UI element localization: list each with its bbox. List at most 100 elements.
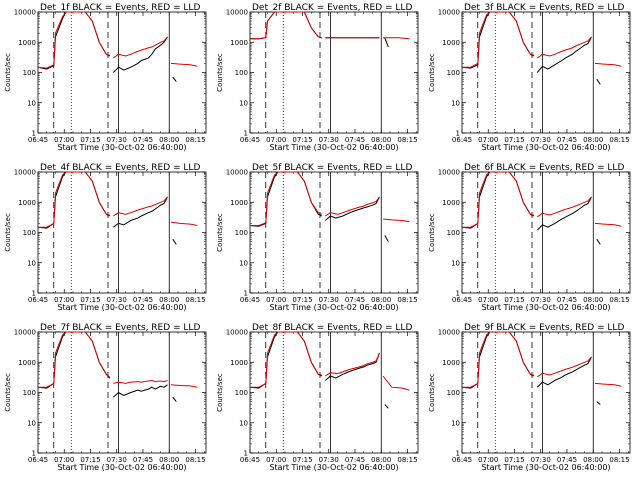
x-tick-label: 07:45	[133, 136, 153, 144]
chart-title: Det_1f BLACK = Events, RED = LLD	[40, 3, 200, 13]
y-tick-label: 1000	[230, 39, 248, 47]
y-tick-label: 1	[456, 130, 460, 138]
x-tick-label: 06:45	[28, 136, 48, 144]
x-tick-label: 08:15	[397, 456, 417, 464]
y-axis-label: Counts/sec	[428, 373, 436, 412]
x-tick-label: 08:00	[583, 456, 603, 464]
x-tick-label: 08:15	[609, 456, 629, 464]
events-series-line	[172, 396, 177, 402]
x-tick-label: 07:15	[504, 136, 524, 144]
x-tick-label: 06:45	[452, 296, 472, 304]
chart-panel: Det_6f BLACK = Events, RED = LLD 1 10 100 10…	[428, 163, 631, 312]
chart-title: Det_9f BLACK = Events, RED = LLD	[464, 323, 624, 333]
x-tick-label: 07:30	[107, 136, 127, 144]
x-axis-label: Start Time (30-Oct-02 06:40:00)	[57, 143, 186, 152]
x-tick-label: 07:00	[54, 296, 74, 304]
x-tick-label: 07:00	[54, 136, 74, 144]
y-axis-label: Counts/sec	[4, 213, 12, 252]
y-tick-label: 10000	[226, 329, 248, 337]
y-tick-label: 10000	[14, 9, 36, 17]
y-axis-label: Counts/sec	[216, 373, 224, 412]
y-tick-label: 10	[451, 419, 460, 427]
x-tick-label: 07:30	[319, 456, 339, 464]
lld-series-line	[250, 331, 322, 388]
x-tick-label: 07:00	[266, 456, 286, 464]
y-tick-label: 10	[239, 419, 248, 427]
y-tick-label: 1000	[18, 359, 36, 367]
x-tick-label: 08:15	[609, 136, 629, 144]
x-tick-label: 07:00	[478, 296, 498, 304]
x-tick-label: 06:45	[452, 136, 472, 144]
x-tick-label: 06:45	[240, 136, 260, 144]
x-tick-label: 07:15	[80, 296, 100, 304]
y-axis-label: Counts/sec	[428, 213, 436, 252]
lld-series-line	[594, 382, 622, 387]
chart-title: Det_6f BLACK = Events, RED = LLD	[464, 163, 624, 173]
x-tick-label: 07:45	[133, 296, 153, 304]
x-tick-label: 08:00	[371, 136, 391, 144]
y-tick-label: 10	[27, 419, 36, 427]
y-tick-label: 1000	[442, 199, 460, 207]
chart-panel: Det_9f BLACK = Events, RED = LLD 1 10 100 10…	[428, 323, 631, 472]
y-tick-label: 1	[244, 290, 248, 298]
x-axis-label: Start Time (30-Oct-02 06:40:00)	[57, 463, 186, 472]
lld-series-line	[462, 331, 534, 388]
y-axis-label: Counts/sec	[428, 53, 436, 92]
events-series-line	[596, 238, 601, 245]
chart-title: Det_2f BLACK = Events, RED = LLD	[252, 3, 412, 13]
x-tick-label: 08:15	[185, 136, 205, 144]
chart-title: Det_7f BLACK = Events, RED = LLD	[40, 323, 200, 333]
x-tick-label: 07:30	[531, 456, 551, 464]
y-tick-label: 10000	[226, 9, 248, 17]
x-tick-label: 08:00	[371, 456, 391, 464]
y-tick-label: 10000	[438, 169, 460, 177]
y-axis-label: Counts/sec	[4, 373, 12, 412]
x-tick-label: 08:15	[185, 456, 205, 464]
lld-series-line	[537, 196, 592, 218]
lld-series-line	[250, 11, 322, 40]
x-tick-label: 07:15	[80, 456, 100, 464]
chart-title: Det_8f BLACK = Events, RED = LLD	[252, 323, 412, 333]
y-tick-label: 10	[239, 99, 248, 107]
y-tick-label: 1000	[230, 199, 248, 207]
x-tick-label: 07:00	[266, 296, 286, 304]
plot-frame	[461, 11, 631, 134]
chart-panel: Det_2f BLACK = Events, RED = LLD 1 10 100 10…	[216, 3, 419, 152]
x-axis-label: Start Time (30-Oct-02 06:40:00)	[269, 463, 398, 472]
y-tick-label: 10	[27, 99, 36, 107]
chart-panel: Det_7f BLACK = Events, RED = LLD 1 10 100 10…	[4, 323, 207, 472]
y-tick-label: 1	[244, 450, 248, 458]
y-tick-label: 100	[447, 389, 460, 397]
plot-frame	[249, 171, 419, 294]
x-axis-label: Start Time (30-Oct-02 06:40:00)	[269, 303, 398, 312]
lld-series-line	[382, 375, 410, 391]
lld-series-line	[594, 62, 622, 67]
lld-series-line	[38, 331, 111, 388]
x-tick-label: 07:15	[504, 456, 524, 464]
x-tick-label: 08:00	[159, 136, 179, 144]
x-tick-label: 07:45	[557, 136, 577, 144]
y-tick-label: 1	[456, 290, 460, 298]
events-series-line	[172, 76, 177, 82]
x-tick-label: 08:15	[397, 136, 417, 144]
x-tick-label: 08:00	[583, 136, 603, 144]
lld-series-line	[38, 171, 110, 228]
x-tick-label: 07:00	[54, 456, 74, 464]
lld-series-line	[382, 218, 410, 223]
y-axis-label: Counts/sec	[216, 53, 224, 92]
y-tick-label: 10000	[438, 329, 460, 337]
y-tick-label: 100	[23, 69, 36, 77]
y-tick-label: 1	[244, 130, 248, 138]
x-axis-label: Start Time (30-Oct-02 06:40:00)	[57, 303, 186, 312]
y-tick-label: 10000	[438, 9, 460, 17]
y-tick-label: 10	[451, 259, 460, 267]
chart-title: Det_4f BLACK = Events, RED = LLD	[40, 163, 200, 173]
plot-frame	[461, 171, 631, 294]
events-series-line	[596, 78, 601, 85]
y-tick-label: 10000	[226, 169, 248, 177]
chart-panel: Det_8f BLACK = Events, RED = LLD 1 10 100 10…	[216, 323, 419, 472]
x-tick-label: 08:00	[583, 296, 603, 304]
y-tick-label: 1	[456, 450, 460, 458]
x-tick-label: 07:15	[504, 296, 524, 304]
